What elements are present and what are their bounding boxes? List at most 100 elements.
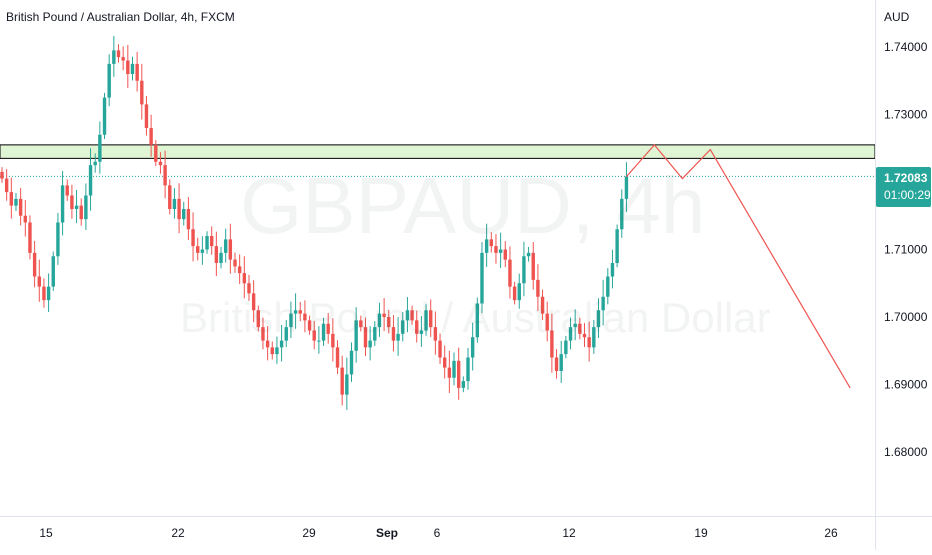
candle (130, 56, 135, 81)
candle (205, 231, 209, 254)
candle (284, 319, 288, 348)
chart-title[interactable]: British Pound / Australian Dollar, 4h, F… (6, 10, 235, 24)
candle (18, 188, 23, 226)
price-tick-label: 1.70000 (884, 310, 928, 324)
candle (200, 236, 205, 265)
candle (443, 345, 447, 379)
candle (51, 251, 55, 291)
candle (60, 170, 65, 236)
candle (391, 315, 396, 352)
candle (415, 310, 419, 343)
candle (438, 333, 442, 364)
time-tick-label: 26 (824, 526, 838, 540)
candle (214, 231, 219, 277)
candle (536, 264, 540, 311)
candle (396, 317, 400, 356)
candle (498, 232, 503, 269)
candle (279, 324, 284, 362)
projection-path[interactable] (625, 143, 851, 389)
candle (321, 317, 326, 346)
candle (615, 224, 619, 268)
candle (424, 304, 428, 336)
candle (349, 342, 354, 382)
candle (289, 301, 293, 338)
price-tick-label: 1.73000 (884, 108, 928, 122)
currency-label: AUD (884, 10, 910, 24)
candle (410, 305, 414, 325)
candle (242, 256, 247, 299)
candle (154, 140, 158, 167)
candle (540, 289, 545, 321)
candle (223, 228, 228, 263)
time-tick-label: 22 (171, 526, 185, 540)
time-axis[interactable]: 15 22 29 Sep 6 12 19 26 (39, 526, 838, 540)
candle (578, 317, 582, 340)
time-tick-label: 6 (434, 526, 441, 540)
candle (606, 268, 610, 305)
candle (568, 317, 573, 350)
candle (196, 237, 200, 261)
candle (345, 357, 349, 410)
candle (28, 215, 32, 260)
candle (368, 326, 372, 361)
candle (387, 309, 391, 334)
candle (564, 335, 568, 359)
candle (307, 315, 312, 335)
time-tick-label: 19 (694, 526, 708, 540)
candle (447, 350, 452, 393)
price-tick-label: 1.69000 (884, 378, 928, 392)
candle (251, 280, 256, 323)
candle (373, 321, 377, 346)
watermark-name: British Pound / Australian Dollar (180, 294, 771, 341)
candle (275, 336, 279, 364)
candle (98, 121, 102, 174)
candle (177, 183, 181, 234)
candle (484, 223, 489, 267)
candle (461, 376, 466, 393)
candle (429, 299, 433, 337)
candle (405, 297, 410, 333)
candle (470, 322, 475, 371)
time-tick-label: 29 (302, 526, 316, 540)
candle (237, 254, 242, 284)
candle (112, 35, 116, 77)
candle (84, 183, 88, 230)
candle (601, 279, 605, 326)
candle (102, 92, 107, 140)
candle (475, 297, 480, 343)
candle (531, 242, 535, 290)
candle (191, 212, 195, 262)
candle (265, 326, 270, 361)
candle (163, 150, 167, 199)
candle (140, 63, 144, 120)
price-tick-label: 1.74000 (884, 40, 928, 54)
candle (545, 301, 549, 342)
candle (340, 355, 344, 406)
candle (326, 312, 330, 344)
candle (186, 196, 191, 241)
resistance-zone[interactable] (0, 144, 876, 159)
candle (363, 317, 368, 357)
candle (466, 347, 470, 390)
candle (247, 274, 251, 301)
candle (256, 305, 260, 332)
candle (158, 152, 163, 174)
candle (335, 340, 340, 375)
candle (126, 44, 130, 89)
candle (456, 347, 461, 400)
last-price-value: 1.72083 (884, 171, 928, 185)
candle (121, 46, 125, 71)
candle (401, 312, 405, 342)
candle (526, 246, 531, 262)
price-axis[interactable]: 1.740001.730001.720001.710001.700001.690… (884, 40, 928, 459)
candle (312, 320, 316, 350)
candle (620, 189, 624, 238)
candle (228, 223, 233, 274)
candle (168, 179, 172, 215)
time-tick-label: 12 (562, 526, 576, 540)
candle (4, 169, 9, 201)
candle (382, 297, 386, 332)
candle (452, 352, 456, 386)
